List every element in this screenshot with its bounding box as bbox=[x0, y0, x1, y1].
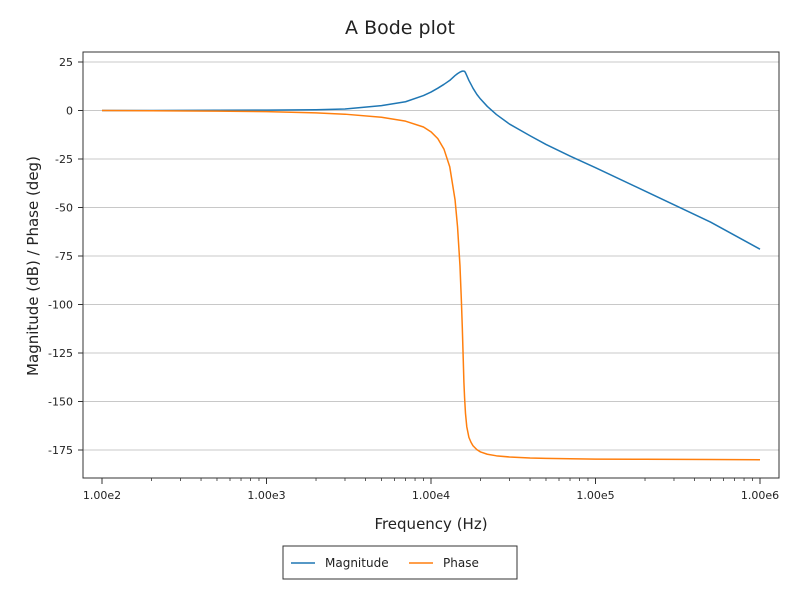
legend: Magnitude Phase bbox=[282, 545, 518, 580]
x-tick-label: 1.00e5 bbox=[576, 489, 614, 502]
y-tick-label: -100 bbox=[48, 299, 73, 312]
x-axis-label: Frequency (Hz) bbox=[374, 515, 487, 533]
y-tick-label: -75 bbox=[55, 250, 73, 263]
y-tick-label: -125 bbox=[48, 347, 73, 360]
chart-title: A Bode plot bbox=[345, 17, 455, 39]
y-tick-label: -25 bbox=[55, 153, 73, 166]
series-line-phase bbox=[101, 109, 761, 461]
x-axis: 1.00e2 1.00e3 1.00e4 1.00e5 1.00e6 bbox=[83, 478, 779, 502]
y-tick-label: -50 bbox=[55, 202, 73, 215]
x-tick-label: 1.00e4 bbox=[412, 489, 450, 502]
series-lines bbox=[101, 70, 761, 461]
y-tick-label: 25 bbox=[59, 56, 73, 69]
x-tick-label: 1.00e2 bbox=[83, 489, 121, 502]
y-axis-label: Magnitude (dB) / Phase (deg) bbox=[24, 156, 42, 376]
y-tick-label: 0 bbox=[66, 105, 73, 118]
legend-label-magnitude: Magnitude bbox=[325, 556, 389, 570]
legend-label-phase: Phase bbox=[443, 556, 479, 570]
x-tick-label: 1.00e6 bbox=[741, 489, 779, 502]
legend-box bbox=[282, 545, 518, 580]
y-tick-label: -150 bbox=[48, 396, 73, 409]
y-tick-label: -175 bbox=[48, 444, 73, 457]
y-axis: 25 0 -25 -50 -75 -100 -125 -150 -175 bbox=[48, 56, 83, 457]
series-line-magnitude bbox=[102, 70, 761, 250]
x-tick-label: 1.00e3 bbox=[247, 489, 285, 502]
plot-frame bbox=[82, 51, 780, 479]
grid-lines bbox=[83, 61, 779, 451]
